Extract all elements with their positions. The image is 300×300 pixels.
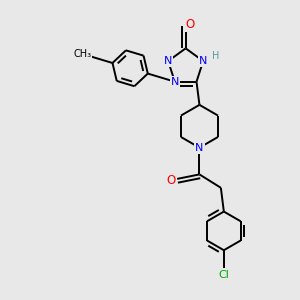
- Text: Cl: Cl: [218, 271, 229, 281]
- Text: N: N: [164, 56, 172, 66]
- Text: H: H: [212, 51, 219, 61]
- Text: N: N: [171, 77, 179, 87]
- Text: O: O: [167, 174, 176, 187]
- Text: N: N: [195, 143, 204, 153]
- Text: O: O: [185, 18, 195, 31]
- Text: CH₃: CH₃: [74, 49, 92, 59]
- Text: N: N: [199, 56, 207, 66]
